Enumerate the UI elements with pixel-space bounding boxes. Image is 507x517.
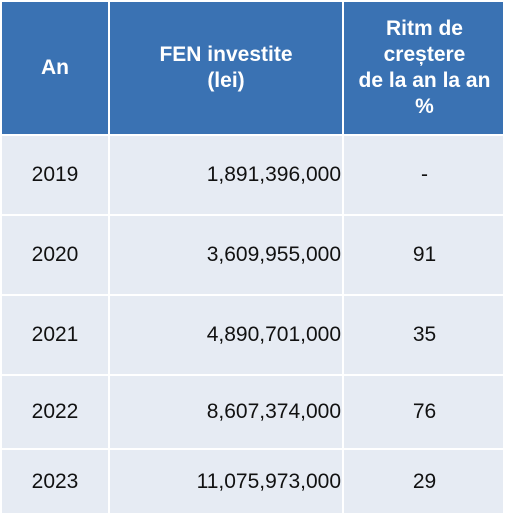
table-header-row: An FEN investite (lei) Ritm de creștere …: [2, 2, 505, 136]
column-header-investment: FEN investite (lei): [110, 2, 344, 136]
year-cell: 2020: [2, 216, 110, 296]
investment-cell: 8,607,374,000: [110, 376, 344, 450]
investment-cell: 11,075,973,000: [110, 450, 344, 515]
table-row: 2019 1,891,396,000 -: [2, 136, 505, 216]
growth-rate-cell: 35: [344, 296, 505, 376]
growth-rate-cell: -: [344, 136, 505, 216]
column-header-growth-rate: Ritm de creștere de la an la an %: [344, 2, 505, 136]
column-header-year: An: [2, 2, 110, 136]
investment-cell: 3,609,955,000: [110, 216, 344, 296]
investment-cell: 1,891,396,000: [110, 136, 344, 216]
year-cell: 2023: [2, 450, 110, 515]
investment-cell: 4,890,701,000: [110, 296, 344, 376]
year-cell: 2022: [2, 376, 110, 450]
year-cell: 2021: [2, 296, 110, 376]
growth-rate-cell: 91: [344, 216, 505, 296]
growth-rate-cell: 29: [344, 450, 505, 515]
table-row: 2020 3,609,955,000 91: [2, 216, 505, 296]
year-cell: 2019: [2, 136, 110, 216]
table-row: 2022 8,607,374,000 76: [2, 376, 505, 450]
growth-rate-cell: 76: [344, 376, 505, 450]
table-row: 2023 11,075,973,000 29: [2, 450, 505, 515]
table-row: 2021 4,890,701,000 35: [2, 296, 505, 376]
